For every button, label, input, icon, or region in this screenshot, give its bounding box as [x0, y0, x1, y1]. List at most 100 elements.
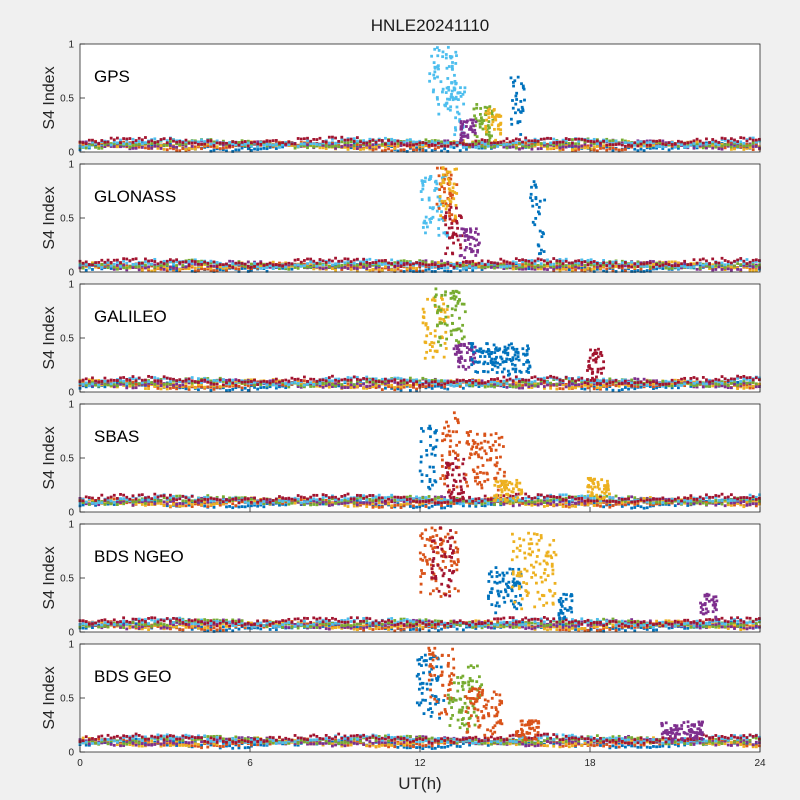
data-point	[459, 125, 463, 129]
data-point	[567, 377, 571, 380]
data-point	[116, 141, 119, 145]
data-point	[602, 139, 605, 143]
data-point	[165, 263, 169, 266]
data-point	[567, 144, 571, 148]
data-point	[524, 383, 528, 387]
data-point	[546, 268, 549, 271]
data-point	[109, 145, 113, 148]
data-point	[599, 266, 602, 270]
data-point	[190, 146, 194, 150]
data-point	[399, 382, 403, 386]
data-point	[519, 100, 523, 103]
data-point	[284, 265, 288, 269]
data-point	[256, 148, 260, 151]
data-point	[349, 376, 353, 380]
data-point	[237, 261, 241, 265]
data-point	[433, 47, 437, 51]
data-point	[586, 266, 590, 270]
data-point	[390, 142, 394, 146]
data-point	[156, 142, 160, 146]
data-point	[103, 385, 107, 389]
data-point	[150, 269, 154, 273]
data-point	[377, 259, 381, 263]
data-point	[405, 383, 409, 387]
data-point	[262, 264, 266, 267]
data-point	[460, 138, 464, 142]
data-point	[181, 141, 185, 145]
data-point	[449, 145, 453, 149]
data-point	[661, 267, 665, 270]
data-point	[428, 79, 431, 83]
data-point	[474, 254, 478, 257]
data-point	[443, 263, 447, 267]
data-point	[558, 140, 562, 144]
data-point	[91, 378, 94, 382]
data-point	[122, 140, 126, 144]
data-point	[516, 121, 520, 125]
data-point	[636, 382, 640, 386]
data-point	[147, 144, 150, 148]
data-point	[343, 138, 347, 142]
data-point	[475, 106, 479, 110]
data-point	[614, 143, 618, 146]
data-point	[558, 146, 562, 150]
data-point	[729, 147, 733, 151]
data-point	[346, 384, 350, 388]
data-point	[652, 265, 655, 269]
data-point	[602, 259, 605, 262]
data-point	[698, 144, 702, 148]
data-point	[140, 261, 144, 265]
data-point	[259, 380, 263, 384]
data-point	[380, 140, 384, 144]
data-point	[405, 138, 409, 142]
data-point	[448, 170, 452, 174]
data-point	[511, 81, 515, 84]
data-point	[421, 262, 425, 266]
data-point	[748, 263, 752, 267]
data-point	[109, 264, 113, 268]
data-point	[473, 124, 477, 128]
data-point	[418, 141, 422, 145]
data-point	[511, 385, 515, 389]
data-point	[453, 73, 456, 77]
data-point	[496, 383, 500, 387]
data-point	[673, 142, 677, 146]
data-point	[429, 177, 432, 181]
data-point	[134, 379, 138, 383]
data-point	[427, 198, 431, 202]
data-point	[458, 261, 462, 265]
data-point	[465, 260, 468, 263]
data-point	[648, 383, 652, 387]
data-point	[564, 138, 568, 142]
data-point	[664, 379, 668, 383]
data-point	[106, 143, 110, 147]
data-point	[321, 143, 325, 147]
data-point	[184, 144, 188, 148]
data-point	[433, 66, 437, 70]
data-point	[494, 138, 497, 142]
data-point	[184, 265, 188, 269]
data-point	[380, 149, 384, 153]
data-point	[561, 142, 565, 146]
data-point	[555, 387, 559, 391]
data-point	[321, 382, 325, 385]
data-point	[589, 258, 593, 262]
data-point	[595, 139, 599, 143]
data-point	[168, 380, 172, 383]
data-point	[437, 267, 440, 270]
data-point	[463, 256, 466, 260]
data-point	[433, 264, 437, 268]
data-point	[259, 383, 263, 386]
data-point	[758, 137, 761, 141]
data-point	[365, 146, 369, 150]
data-point	[221, 263, 225, 267]
data-point	[440, 264, 443, 268]
data-point	[443, 379, 447, 383]
data-point	[359, 144, 362, 147]
data-point	[555, 264, 559, 268]
data-point	[491, 109, 494, 113]
data-point	[692, 139, 696, 143]
data-point	[446, 269, 450, 273]
data-point	[736, 383, 740, 387]
data-point	[460, 227, 464, 231]
